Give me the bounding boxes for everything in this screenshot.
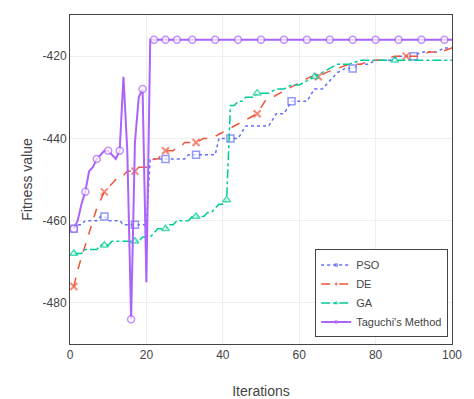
- svg-text:Iterations: Iterations: [232, 383, 290, 399]
- svg-text:-460: -460: [43, 214, 67, 228]
- svg-text:DE: DE: [356, 278, 371, 290]
- svg-text:GA: GA: [356, 297, 373, 309]
- svg-text:80: 80: [369, 348, 383, 362]
- svg-text:40: 40: [216, 348, 230, 362]
- svg-text:-420: -420: [43, 49, 67, 63]
- svg-text:20: 20: [140, 348, 154, 362]
- svg-text:PSO: PSO: [356, 259, 380, 271]
- svg-text:Taguchi's Method: Taguchi's Method: [356, 316, 441, 328]
- svg-text:60: 60: [293, 348, 307, 362]
- svg-text:Fitness value: Fitness value: [19, 138, 35, 221]
- svg-text:-440: -440: [43, 132, 67, 146]
- svg-text:-480: -480: [43, 296, 67, 310]
- svg-text:100: 100: [442, 348, 462, 362]
- svg-text:0: 0: [67, 348, 74, 362]
